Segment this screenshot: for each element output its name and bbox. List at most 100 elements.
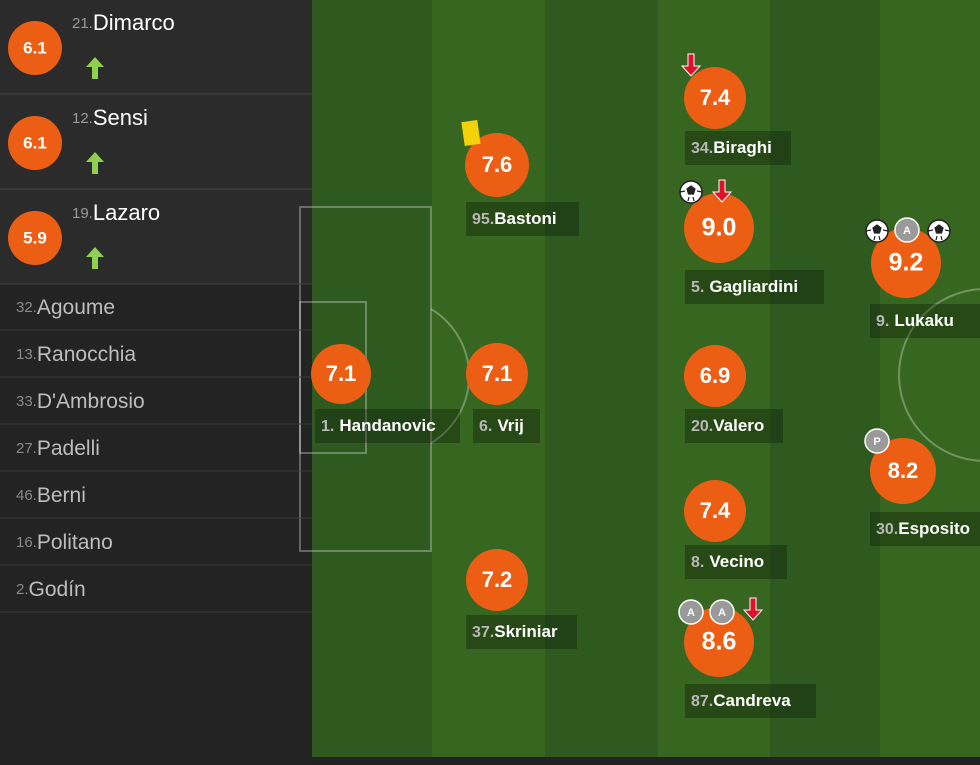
player-name: 20.Valero bbox=[691, 416, 764, 435]
name-plate bbox=[466, 202, 579, 236]
badge-icon bbox=[709, 599, 735, 625]
name-plate bbox=[685, 131, 791, 165]
text-part: 21. bbox=[72, 15, 93, 32]
text-part: Biraghi bbox=[713, 138, 772, 157]
sub-out-arrow bbox=[680, 53, 702, 77]
text-part: 13. bbox=[16, 346, 37, 363]
text-part: 16. bbox=[16, 534, 37, 551]
text-part: Gagliardini bbox=[709, 277, 798, 296]
rating: 7.2 bbox=[482, 567, 513, 592]
sub-name: 21.Dimarco bbox=[72, 10, 175, 35]
player-name: 37.Skriniar bbox=[472, 622, 558, 641]
text-part: 95. bbox=[472, 211, 494, 228]
text-part: Valero bbox=[713, 416, 764, 435]
rating-circle bbox=[8, 211, 62, 265]
text-part: Vrij bbox=[497, 416, 523, 435]
rating-circle bbox=[684, 193, 754, 263]
text-part: Godín bbox=[29, 578, 86, 601]
text-part: Esposito bbox=[898, 519, 970, 538]
rating: 8.2 bbox=[888, 458, 919, 483]
text-part: Agoume bbox=[37, 296, 115, 319]
rating-circle bbox=[684, 607, 754, 677]
rating-circle bbox=[311, 344, 371, 404]
text-part: D'Ambrosio bbox=[37, 390, 145, 413]
player-name: 5. Gagliardini bbox=[691, 277, 798, 296]
player-name: 1. Handanovic bbox=[321, 416, 436, 435]
text-part: Candreva bbox=[713, 691, 791, 710]
rating-circle bbox=[870, 438, 936, 504]
text-part: Lukaku bbox=[894, 311, 954, 330]
text-part: 32. bbox=[16, 299, 37, 316]
sub-in-arrow bbox=[86, 152, 104, 174]
text-part: 1. bbox=[321, 418, 334, 435]
rating: 8.6 bbox=[702, 628, 737, 656]
text-part: 6. bbox=[479, 418, 492, 435]
name-plate bbox=[870, 304, 980, 338]
name-plate bbox=[473, 409, 540, 443]
rating-circle bbox=[465, 133, 529, 197]
player-name: 34.Biraghi bbox=[691, 138, 772, 157]
text-part: 9. bbox=[876, 313, 889, 330]
text-part: 2. bbox=[16, 581, 29, 598]
text-part: 12. bbox=[72, 110, 93, 127]
rating: 6.1 bbox=[23, 38, 47, 57]
bench-name: 13.Ranocchia bbox=[16, 343, 136, 366]
bench-name: 27.Padelli bbox=[16, 437, 100, 460]
text-part: 30. bbox=[876, 521, 898, 538]
name-plate bbox=[466, 615, 577, 649]
bench-name: 32.Agoume bbox=[16, 296, 115, 319]
player-name: 95.Bastoni bbox=[472, 209, 557, 228]
text-part: 87. bbox=[691, 693, 713, 710]
name-plate bbox=[685, 545, 787, 579]
player-name: 30.Esposito bbox=[876, 519, 970, 538]
rating-circle bbox=[466, 549, 528, 611]
badge-label: A bbox=[903, 225, 911, 237]
rating: 5.9 bbox=[23, 228, 47, 247]
rating: 9.2 bbox=[889, 249, 924, 277]
player-name: 87.Candreva bbox=[691, 691, 791, 710]
text-part: 20. bbox=[691, 418, 713, 435]
text-part: 8. bbox=[691, 554, 704, 571]
rating: 7.4 bbox=[700, 85, 731, 110]
rating-circle bbox=[466, 343, 528, 405]
player-name: 6. Vrij bbox=[479, 416, 524, 435]
text-part: Bastoni bbox=[494, 209, 556, 228]
badge-label: P bbox=[873, 436, 880, 448]
sub-out-arrow bbox=[742, 597, 764, 621]
badge-icon bbox=[678, 599, 704, 625]
text-part: 5. bbox=[691, 279, 704, 296]
yellow-card bbox=[461, 120, 481, 146]
goal-icon-pattern bbox=[927, 224, 951, 241]
text-part: 27. bbox=[16, 440, 37, 457]
badge-label: A bbox=[687, 607, 695, 619]
rating-circle bbox=[684, 67, 746, 129]
text-part: Skriniar bbox=[494, 622, 558, 641]
rating-circle bbox=[8, 116, 62, 170]
name-plate bbox=[870, 512, 980, 546]
text-part: 33. bbox=[16, 393, 37, 410]
bench-name: 33.D'Ambrosio bbox=[16, 390, 145, 413]
bench-name: 2.Godín bbox=[16, 578, 86, 601]
rating-circle bbox=[684, 480, 746, 542]
goal-icon-pattern bbox=[679, 185, 703, 202]
sub-name: 12.Sensi bbox=[72, 105, 148, 130]
pitch bbox=[299, 0, 980, 757]
badge-icon bbox=[894, 217, 920, 243]
text-part: 37. bbox=[472, 624, 494, 641]
rating: 7.4 bbox=[700, 498, 731, 523]
rating: 9.0 bbox=[702, 214, 737, 242]
sub-out-arrow bbox=[711, 179, 733, 203]
text-part: 34. bbox=[691, 140, 713, 157]
text-part: Ranocchia bbox=[37, 343, 137, 366]
name-plate bbox=[315, 409, 460, 443]
text-part: Vecino bbox=[709, 552, 764, 571]
player-name: 9. Lukaku bbox=[876, 311, 954, 330]
rating-circle bbox=[684, 345, 746, 407]
text-part: 46. bbox=[16, 487, 37, 504]
badge-label: A bbox=[718, 607, 726, 619]
rating: 6.9 bbox=[700, 363, 731, 388]
text-part: Handanovic bbox=[339, 416, 435, 435]
sub-in-arrow bbox=[86, 57, 104, 79]
